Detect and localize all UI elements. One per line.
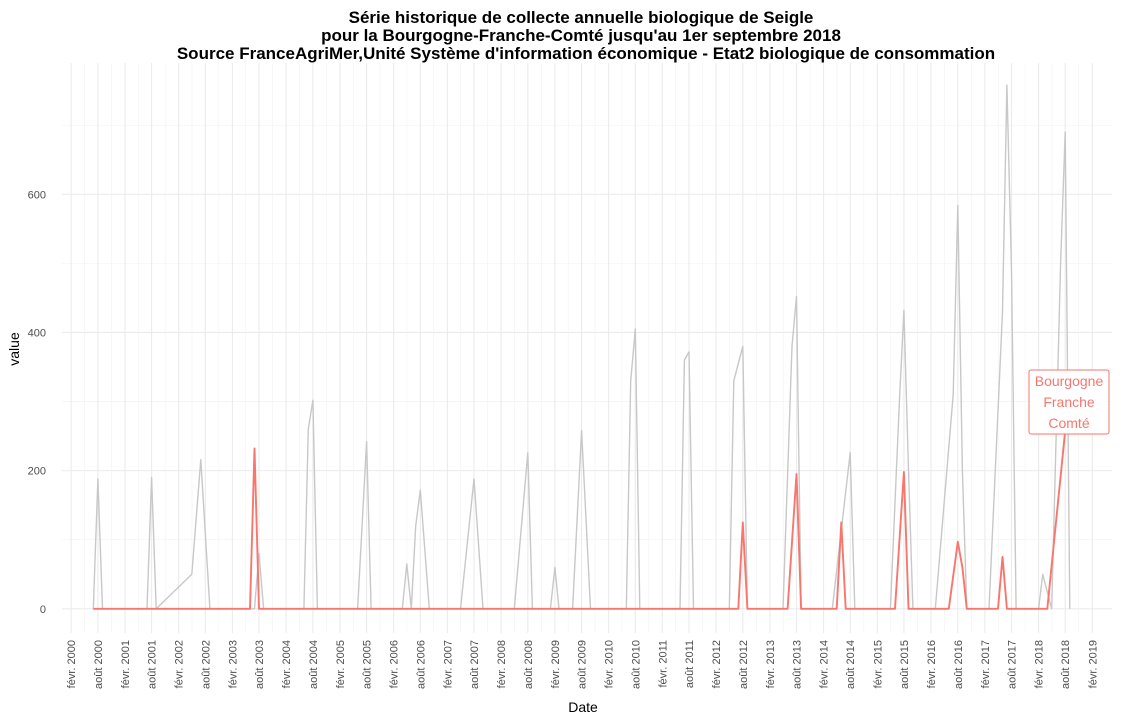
x-tick-label: févr. 2005 — [335, 640, 347, 688]
x-axis-label: Date — [568, 699, 598, 715]
y-tick-label: 200 — [28, 466, 46, 478]
chart-title-line-2: pour la Bourgogne-Franche-Comté jusqu'au… — [321, 26, 841, 45]
series-line-other-regions — [92, 84, 1071, 610]
x-tick-label: août 2012 — [738, 640, 750, 689]
series-label-rect — [1028, 369, 1110, 435]
x-tick-label: août 2013 — [792, 640, 804, 689]
x-tick-label: févr. 2013 — [765, 640, 777, 688]
x-tick-label: août 2007 — [469, 640, 481, 689]
x-tick-label: août 2009 — [577, 640, 589, 689]
x-tick-label: févr. 2014 — [819, 640, 831, 688]
x-tick-label: août 2010 — [630, 640, 642, 689]
x-tick-label: août 2000 — [93, 640, 105, 689]
x-tick-label: août 2015 — [899, 640, 911, 689]
x-tick-label: août 2017 — [1007, 640, 1019, 689]
x-tick-label: févr. 2008 — [496, 640, 508, 688]
x-tick-label: févr. 2017 — [980, 640, 992, 688]
series-label-line-1: Bourgogne — [1035, 373, 1104, 389]
x-tick-label: août 2008 — [523, 640, 535, 689]
x-tick-label: août 2001 — [147, 640, 159, 689]
x-tick-label: août 2002 — [200, 640, 212, 689]
y-tick-label: 0 — [40, 604, 46, 616]
y-tick-label: 600 — [28, 189, 46, 201]
series-label-line-3: Comté — [1048, 415, 1089, 431]
x-tick-label: févr. 2009 — [550, 640, 562, 688]
x-tick-label: févr. 2010 — [604, 640, 616, 688]
x-axis-ticks: févr. 2000 août 2000 févr. 2001 août 2001 fé… — [66, 640, 1099, 689]
gridlines — [62, 63, 1112, 633]
x-tick-label: févr. 2003 — [227, 640, 239, 688]
x-tick-label: févr. 2004 — [281, 640, 293, 688]
series-label-line-2: Franche — [1043, 394, 1095, 410]
x-tick-label: août 2003 — [254, 640, 266, 689]
series-lines — [92, 84, 1071, 610]
series-line-bourgogne-franche-comte — [93, 430, 1067, 610]
x-tick-label: févr. 2011 — [657, 640, 669, 688]
x-tick-label: févr. 2002 — [174, 640, 186, 688]
x-tick-label: août 2004 — [308, 640, 320, 689]
x-tick-label: août 2016 — [953, 640, 965, 689]
x-tick-label: févr. 2000 — [66, 640, 78, 688]
x-tick-label: févr. 2007 — [442, 640, 454, 688]
x-tick-label: févr. 2001 — [120, 640, 132, 688]
y-tick-label: 400 — [28, 327, 46, 339]
y-axis-ticks: 0 200 400 600 — [28, 189, 46, 616]
x-tick-label: févr. 2012 — [711, 640, 723, 688]
x-tick-label: août 2014 — [845, 640, 857, 689]
x-tick-label: août 2018 — [1060, 640, 1072, 689]
chart-title-line-1: Série historique de collecte annuelle bi… — [349, 8, 814, 27]
x-tick-label: août 2006 — [415, 640, 427, 689]
x-tick-label: févr. 2016 — [926, 640, 938, 688]
x-tick-label: févr. 2006 — [389, 640, 401, 688]
chart-title-line-3: Source FranceAgriMer,Unité Système d'inf… — [177, 44, 995, 63]
x-tick-label: févr. 2018 — [1034, 640, 1046, 688]
x-tick-label: févr. 2015 — [872, 640, 884, 688]
x-tick-label: févr. 2019 — [1087, 640, 1099, 688]
y-axis-label: value — [6, 332, 22, 366]
x-tick-label: août 2011 — [684, 640, 696, 688]
series-label-box: Bourgogne Franche Comté — [1028, 369, 1110, 435]
x-tick-label: août 2005 — [362, 640, 374, 689]
